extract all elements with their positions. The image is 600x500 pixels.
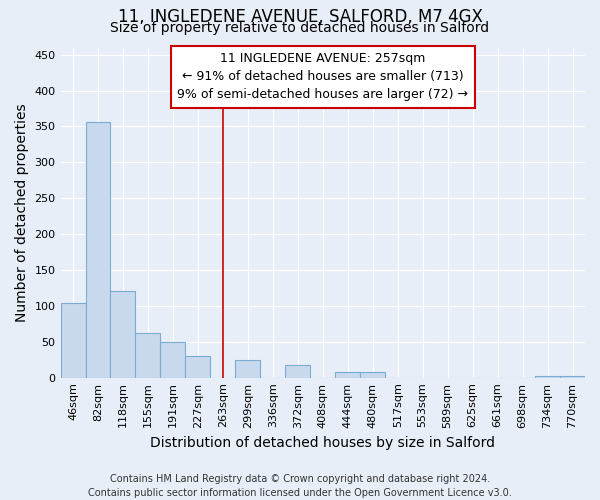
Text: Size of property relative to detached houses in Salford: Size of property relative to detached ho… (110, 21, 490, 35)
Bar (335, 372, 360, 378)
Bar (110, 291, 136, 378)
Text: 11 INGLEDENE AVENUE: 257sqm
← 91% of detached houses are smaller (713)
9% of sem: 11 INGLEDENE AVENUE: 257sqm ← 91% of det… (177, 52, 468, 102)
Bar (86, 122, 110, 378)
Bar (235, 360, 260, 378)
Bar (61, 303, 86, 378)
Y-axis label: Number of detached properties: Number of detached properties (15, 104, 29, 322)
Bar (185, 356, 211, 378)
Bar (160, 342, 185, 378)
Bar (136, 333, 160, 378)
Bar (360, 372, 385, 378)
Text: 11, INGLEDENE AVENUE, SALFORD, M7 4GX: 11, INGLEDENE AVENUE, SALFORD, M7 4GX (118, 8, 482, 26)
X-axis label: Distribution of detached houses by size in Salford: Distribution of detached houses by size … (150, 436, 495, 450)
Text: Contains HM Land Registry data © Crown copyright and database right 2024.
Contai: Contains HM Land Registry data © Crown c… (88, 474, 512, 498)
Bar (560, 376, 585, 378)
Bar (535, 376, 560, 378)
Bar (286, 366, 310, 378)
